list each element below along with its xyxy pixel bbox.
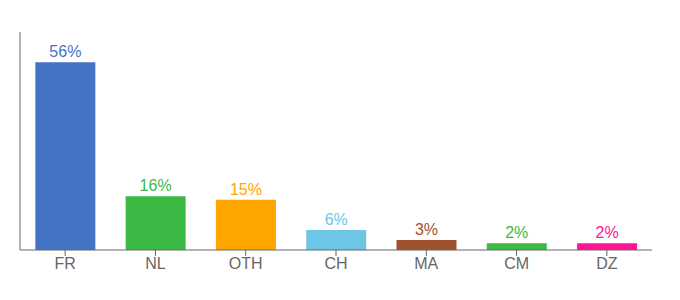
svg-text:FR: FR <box>54 255 75 272</box>
svg-text:MA: MA <box>414 255 438 272</box>
svg-text:NL: NL <box>145 255 166 272</box>
svg-text:15%: 15% <box>230 181 262 198</box>
svg-text:3%: 3% <box>415 221 438 238</box>
svg-text:6%: 6% <box>325 211 348 228</box>
svg-text:56%: 56% <box>49 43 81 60</box>
svg-text:DZ: DZ <box>596 255 618 272</box>
svg-text:OTH: OTH <box>229 255 263 272</box>
svg-text:16%: 16% <box>140 177 172 194</box>
svg-text:CM: CM <box>504 255 529 272</box>
svg-text:CH: CH <box>324 255 347 272</box>
svg-text:2%: 2% <box>596 224 619 241</box>
svg-text:2%: 2% <box>505 224 528 241</box>
